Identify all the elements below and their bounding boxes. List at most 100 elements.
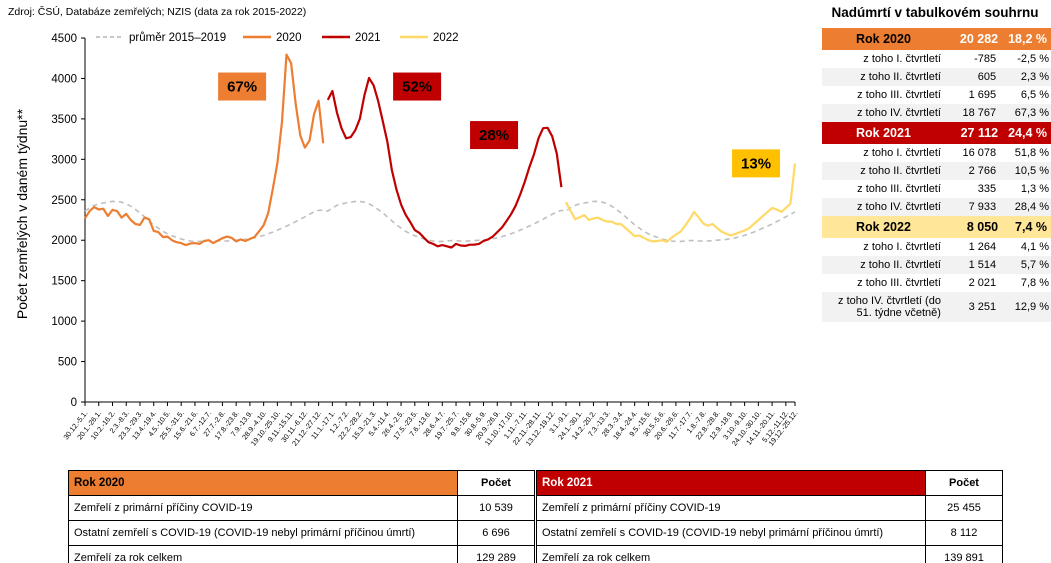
summary-row-value: 18 767 — [944, 104, 1003, 122]
covid-deaths-table-2021: Rok 2021 Počet Zemřelí z primární příčin… — [536, 470, 1003, 563]
y-tick-label: 3500 — [51, 114, 77, 126]
y-tick-label: 4500 — [51, 33, 77, 45]
table-row: Ostatní zemřelí s COVID-19 (COVID-19 neb… — [536, 520, 1003, 546]
summary-quarter-row: z toho III. čtvrtletí 335 1,3 % — [822, 180, 1051, 198]
summary-row-percent: -2,5 % — [1017, 53, 1049, 65]
legend-label: 2021 — [355, 32, 381, 44]
y-tick-label: 500 — [58, 357, 77, 369]
y-tick-label: 1500 — [51, 276, 77, 288]
table-row-value: 6 696 — [457, 520, 535, 546]
summary-row-label: z toho II. čtvrtletí — [822, 68, 945, 86]
summary-quarter-row: z toho II. čtvrtletí 605 2,3 % — [822, 68, 1051, 86]
table-row-value: 25 455 — [925, 495, 1003, 521]
annotation-label: 67% — [227, 79, 257, 96]
table-count-header: Počet — [457, 470, 535, 496]
table-header-row: Rok 2020 Počet — [68, 470, 535, 496]
summary-quarter-row: z toho I. čtvrtletí -785 -2,5 % — [822, 50, 1051, 68]
y-tick-label: 1000 — [51, 316, 77, 328]
y-tick-label: 4000 — [51, 73, 77, 85]
source-note: Zdroj: ČSÚ, Databáze zemřelých; NZIS (da… — [8, 6, 307, 18]
table-row-label: Zemřelí za rok celkem — [68, 545, 458, 563]
summary-row-label: z toho I. čtvrtletí — [863, 53, 941, 65]
summary-row-label: z toho IV. čtvrtletí — [822, 198, 945, 216]
table-row-label: Ostatní zemřelí s COVID-19 (COVID-19 neb… — [68, 520, 458, 546]
series-line-2022 — [565, 163, 797, 243]
summary-row-label: z toho III. čtvrtletí — [857, 183, 941, 195]
summary-quarter-row: z toho I. čtvrtletí 1 264 4,1 % — [822, 238, 1051, 256]
series-line-2021 — [326, 76, 563, 249]
table-row-value: 129 289 — [457, 545, 535, 563]
summary-row-value: 1 264 — [968, 241, 997, 253]
summary-row-label: z toho III. čtvrtletí — [857, 277, 941, 289]
table-row-value: 139 891 — [925, 545, 1003, 563]
table-row-label: Ostatní zemřelí s COVID-19 (COVID-19 neb… — [536, 520, 926, 546]
table-row-value: 8 112 — [925, 520, 1003, 546]
summary-quarter-row: z toho I. čtvrtletí 16 078 51,8 % — [822, 144, 1051, 162]
summary-row-value: 2 766 — [944, 162, 1003, 180]
table-row: Zemřelí za rok celkem 139 891 — [536, 545, 1003, 563]
summary-row-label: z toho IV. čtvrtletí — [822, 104, 945, 122]
annotation-box-28% — [470, 121, 519, 150]
annotation-box-52% — [393, 72, 442, 101]
y-tick-label: 3000 — [51, 154, 77, 166]
summary-row-percent: 51,8 % — [1014, 147, 1049, 159]
summary-row-value: -785 — [974, 53, 997, 65]
annotation-box-13% — [732, 149, 781, 178]
excess-mortality-summary-table: Rok 2020 20 282 18,2 % z toho I. čtvrtle… — [822, 28, 1051, 322]
summary-row-percent: 6,5 % — [1020, 89, 1049, 101]
annotation-box-67% — [218, 72, 267, 101]
summary-row-value: 16 078 — [962, 147, 997, 159]
summary-quarter-row: z toho II. čtvrtletí 2 766 10,5 % — [822, 162, 1051, 180]
legend-label: 2022 — [433, 32, 459, 44]
summary-row-value: 20 282 — [944, 28, 1003, 50]
covid-deaths-table-2020: Rok 2020 Počet Zemřelí z primární příčin… — [68, 470, 535, 563]
summary-row-label: Rok 2022 — [822, 216, 945, 238]
summary-row-label: Rok 2021 — [822, 122, 945, 144]
legend-label: 2020 — [276, 32, 302, 44]
excess-mortality-line-chart: 05001000150020002500300035004000450030.1… — [51, 32, 799, 448]
summary-year-row-2020: Rok 2020 20 282 18,2 % — [822, 28, 1051, 50]
summary-quarter-row: z toho IV. čtvrtletí 18 767 67,3 % — [822, 104, 1051, 122]
summary-row-value: 7 933 — [944, 198, 1003, 216]
table-row: Zemřelí z primární příčiny COVID-19 10 5… — [68, 495, 535, 521]
table-row: Ostatní zemřelí s COVID-19 (COVID-19 neb… — [68, 520, 535, 546]
annotation-label: 52% — [402, 79, 432, 96]
summary-row-percent: 67,3 % — [1002, 104, 1051, 122]
table-row-label: Zemřelí z primární příčiny COVID-19 — [536, 495, 926, 521]
y-tick-label: 2500 — [51, 195, 77, 207]
summary-row-label: z toho IV. čtvrtletí (do 51. týdne včetn… — [822, 292, 945, 322]
table-header-row: Rok 2021 Počet — [536, 470, 1003, 496]
series-line-2020 — [84, 53, 325, 247]
table-row-label: Zemřelí z primární příčiny COVID-19 — [68, 495, 458, 521]
summary-row-value: 605 — [944, 68, 1003, 86]
summary-quarter-row: z toho III. čtvrtletí 2 021 7,8 % — [822, 274, 1051, 292]
summary-row-label: z toho I. čtvrtletí — [863, 147, 941, 159]
table-row: Zemřelí za rok celkem 129 289 — [68, 545, 535, 563]
summary-row-label: z toho III. čtvrtletí — [857, 89, 941, 101]
summary-row-percent: 12,9 % — [1002, 292, 1051, 322]
table-year-header: Rok 2021 — [536, 470, 926, 496]
summary-row-percent: 5,7 % — [1002, 256, 1051, 274]
summary-row-percent: 24,4 % — [1002, 122, 1051, 144]
summary-row-percent: 7,8 % — [1020, 277, 1049, 289]
summary-panel-title: Nadúmrtí v tabulkovém souhrnu — [831, 5, 1039, 20]
summary-row-percent: 1,3 % — [1020, 183, 1049, 195]
summary-row-percent: 28,4 % — [1002, 198, 1051, 216]
summary-row-percent: 10,5 % — [1002, 162, 1051, 180]
y-tick-label: 2000 — [51, 235, 77, 247]
summary-quarter-row: z toho II. čtvrtletí 1 514 5,7 % — [822, 256, 1051, 274]
summary-quarter-row: z toho IV. čtvrtletí (do 51. týdne včetn… — [822, 292, 1051, 322]
y-tick-label: 0 — [71, 397, 77, 409]
summary-year-row-2022: Rok 2022 8 050 7,4 % — [822, 216, 1051, 238]
summary-row-label: z toho II. čtvrtletí — [822, 256, 945, 274]
annotation-label: 13% — [741, 155, 771, 172]
table-row-label: Zemřelí za rok celkem — [536, 545, 926, 563]
table-year-header: Rok 2020 — [68, 470, 458, 496]
summary-row-value: 335 — [977, 183, 997, 195]
summary-row-value: 3 251 — [944, 292, 1003, 322]
summary-row-value: 1 695 — [968, 89, 997, 101]
table-count-header: Počet — [925, 470, 1003, 496]
summary-row-value: 8 050 — [944, 216, 1003, 238]
summary-row-label: z toho II. čtvrtletí — [822, 162, 945, 180]
